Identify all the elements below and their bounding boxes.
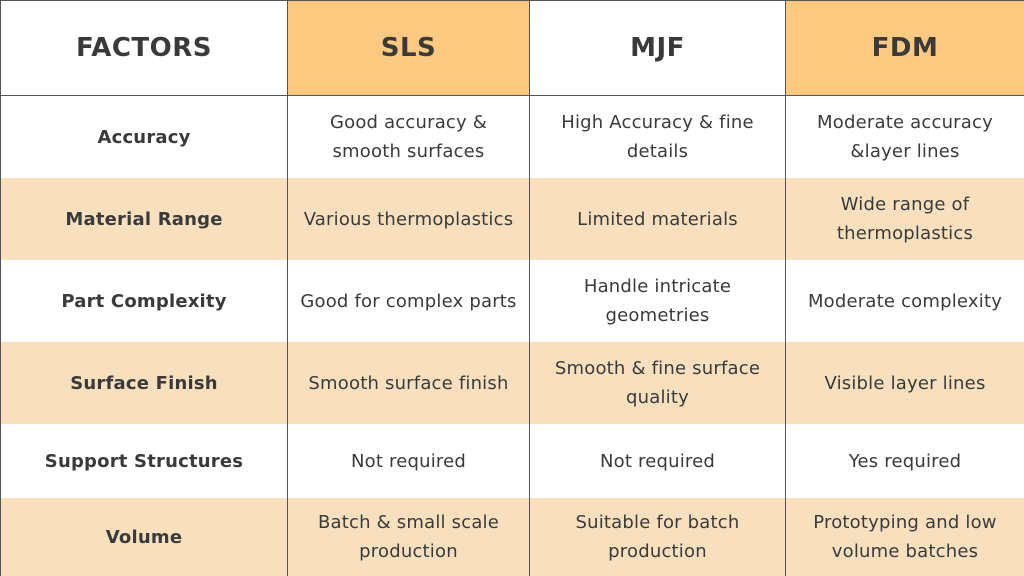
header-fdm: FDM [786,0,1024,96]
mjf-part-complexity: Handle intricate geometries [530,260,786,342]
factor-support-structures: Support Structures [0,424,288,498]
mjf-surface-finish: Smooth & fine surface quality [530,342,786,424]
factor-volume: Volume [0,498,288,576]
header-sls: SLS [288,0,530,96]
factor-part-complexity: Part Complexity [0,260,288,342]
header-mjf: MJF [530,0,786,96]
mjf-accuracy: High Accuracy & fine details [530,96,786,178]
factor-surface-finish: Surface Finish [0,342,288,424]
fdm-volume: Prototyping and low volume batches [786,498,1024,576]
fdm-material-range: Wide range of thermoplastics [786,178,1024,260]
mjf-support-structures: Not required [530,424,786,498]
sls-volume: Batch & small scale production [288,498,530,576]
factor-accuracy: Accuracy [0,96,288,178]
sls-material-range: Various thermoplastics [288,178,530,260]
mjf-volume: Suitable for batch production [530,498,786,576]
fdm-support-structures: Yes required [786,424,1024,498]
fdm-surface-finish: Visible layer lines [786,342,1024,424]
sls-support-structures: Not required [288,424,530,498]
factor-material-range: Material Range [0,178,288,260]
mjf-material-range: Limited materials [530,178,786,260]
header-factors: FACTORS [0,0,288,96]
sls-accuracy: Good accuracy & smooth surfaces [288,96,530,178]
fdm-part-complexity: Moderate complexity [786,260,1024,342]
fdm-accuracy: Moderate accuracy &layer lines [786,96,1024,178]
sls-surface-finish: Smooth surface finish [288,342,530,424]
sls-part-complexity: Good for complex parts [288,260,530,342]
